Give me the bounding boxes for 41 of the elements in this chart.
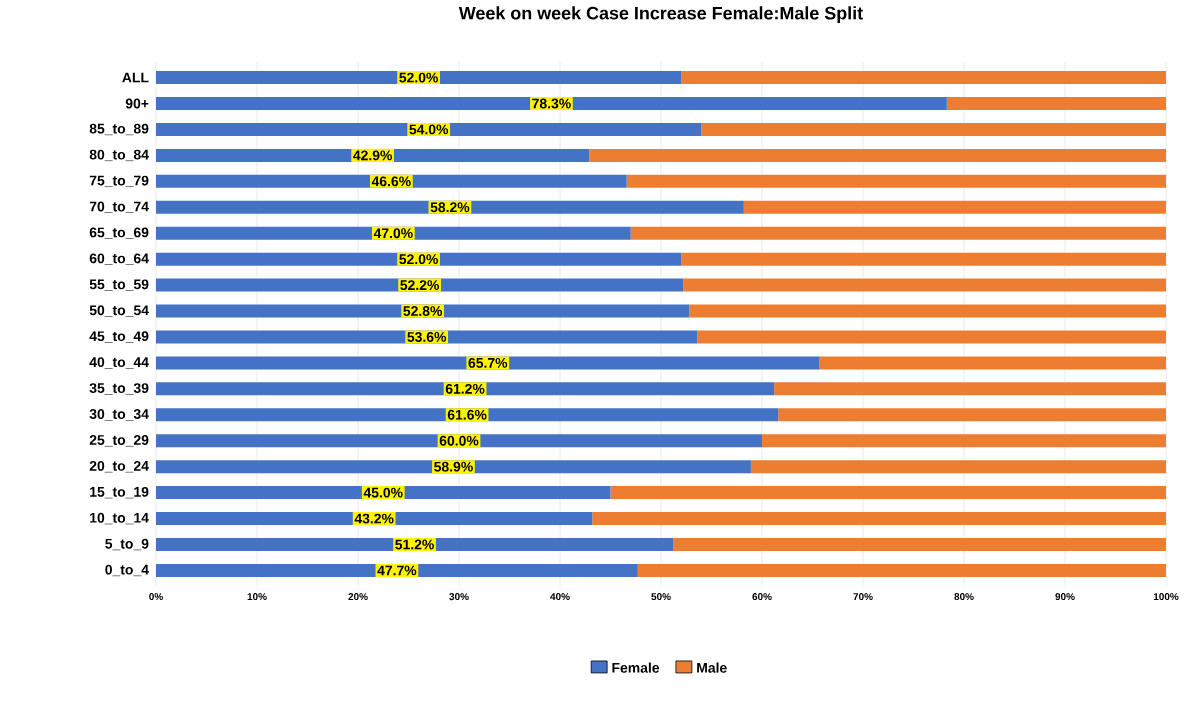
bar (697, 330, 1167, 344)
bar (156, 148, 590, 162)
bar (689, 304, 1167, 318)
bar (156, 252, 682, 266)
bar (626, 174, 1167, 188)
bar (156, 226, 631, 240)
bar (946, 97, 1167, 110)
bar (156, 174, 627, 188)
bar (156, 200, 744, 214)
bar (610, 486, 1167, 500)
bar (681, 71, 1167, 85)
bar (156, 356, 820, 370)
bar (156, 330, 698, 344)
bar (743, 200, 1167, 214)
bar (156, 71, 682, 85)
bar (774, 382, 1167, 396)
bar (156, 278, 684, 292)
bar (592, 512, 1167, 526)
bar (156, 460, 751, 474)
bar (630, 226, 1167, 240)
bar (637, 563, 1167, 577)
bar (156, 304, 690, 318)
bar (156, 486, 611, 500)
bar (673, 538, 1167, 551)
bar (589, 148, 1167, 162)
chart-title: Week on week Case Increase Female:Male Split (458, 6, 863, 23)
bar (156, 434, 763, 448)
bar (156, 408, 779, 422)
bar (156, 382, 775, 396)
bar (701, 122, 1167, 136)
bar (156, 122, 702, 136)
bar (156, 512, 593, 526)
bar (681, 252, 1167, 266)
bar (750, 460, 1167, 474)
bar (819, 356, 1167, 370)
bar (762, 434, 1167, 448)
bar (778, 408, 1167, 422)
bar (156, 97, 947, 110)
bar (156, 538, 674, 551)
bar (683, 278, 1167, 292)
bar (156, 563, 638, 577)
